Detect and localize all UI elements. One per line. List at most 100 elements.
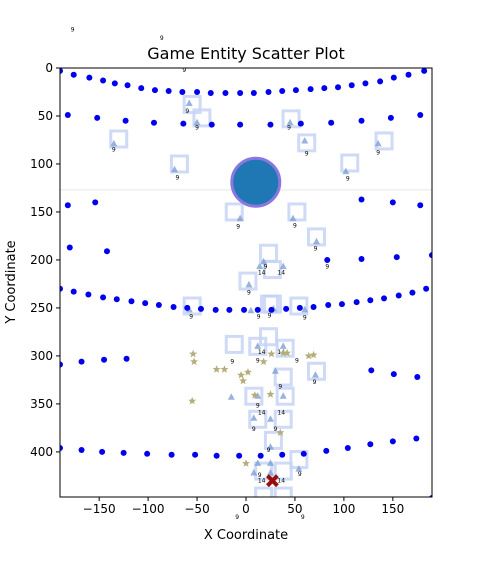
dot-marker (296, 304, 303, 311)
triangle-marker (236, 214, 244, 222)
dot-marker (180, 120, 187, 127)
dot-marker (226, 306, 233, 313)
cell-marker (275, 386, 295, 406)
dot-marker (64, 112, 71, 119)
dot-marker (120, 449, 127, 456)
triangle-marker (279, 392, 287, 399)
y-tick-label: 250 (30, 301, 53, 315)
dot-marker (101, 356, 108, 363)
triangle-marker (271, 367, 279, 374)
cell-marker (109, 129, 129, 149)
dot-marker (417, 112, 424, 119)
cell-label: 9 (293, 222, 297, 229)
cell-marker (275, 338, 295, 358)
star-marker (250, 391, 259, 399)
dot-marker (390, 74, 397, 81)
dot-marker (414, 374, 421, 381)
dot-marker (268, 306, 275, 313)
dot-marker (377, 78, 384, 85)
dot-marker (194, 88, 201, 95)
triangle-marker (227, 393, 235, 400)
x-tick-label: 50 (287, 502, 302, 516)
dot-marker (144, 450, 151, 457)
dot-marker (103, 248, 110, 255)
cell-label: 9 (376, 149, 380, 156)
star-marker (304, 351, 313, 360)
dot-marker (122, 117, 129, 124)
cell-label: 9 (303, 314, 307, 321)
dot-marker (421, 68, 428, 74)
cell-label: 9 (278, 384, 282, 391)
dot-marker (328, 119, 335, 126)
dot-marker (111, 80, 118, 87)
dot-marker (60, 445, 63, 452)
star-marker (190, 357, 199, 366)
dot-marker (389, 438, 396, 445)
cell-label: 9 (257, 313, 261, 320)
cell-marker (259, 243, 279, 263)
x-tick-label: −150 (83, 502, 116, 516)
dot-marker (64, 202, 71, 209)
dot-marker (165, 88, 172, 95)
dot-marker (78, 358, 85, 365)
dot-marker (381, 295, 388, 302)
player-marker (230, 156, 282, 208)
cell-marker (374, 131, 394, 151)
dot-marker (321, 85, 328, 92)
cell-marker (248, 336, 268, 356)
dot-marker (124, 82, 131, 89)
cell-marker (306, 227, 326, 247)
triangle-marker (301, 305, 309, 313)
dot-marker (207, 89, 214, 96)
cell-label: 9 (295, 358, 299, 365)
cell-label: 14 (277, 409, 285, 416)
star-marker (189, 349, 198, 358)
triangle-marker (171, 165, 179, 173)
y-tick-label: 350 (30, 397, 53, 411)
triangle-marker (266, 443, 274, 450)
triangle-marker (295, 465, 303, 472)
triangle-marker (245, 280, 253, 288)
cell-label: 9 (273, 426, 277, 433)
star-marker (309, 350, 318, 359)
dot-marker (237, 89, 244, 96)
star-marker (237, 370, 246, 379)
dot-marker (254, 306, 261, 313)
x-tick-label: 0 (242, 502, 250, 516)
dot-marker (358, 255, 365, 262)
dot-marker (283, 305, 290, 312)
star-marker (220, 365, 229, 373)
dot-marker (99, 448, 106, 455)
cell-marker (262, 260, 282, 280)
cell-label: 9 (325, 264, 329, 271)
triangle-marker (266, 415, 274, 422)
star-marker (242, 459, 250, 467)
dot-marker (389, 199, 396, 206)
dot-marker (60, 285, 63, 292)
dot-marker (390, 371, 397, 378)
cell-marker (254, 461, 274, 481)
cell-label: 9 (314, 245, 318, 252)
cell-label: 9 (230, 359, 234, 366)
plot-area: 9 9 9 9 9 9 9 9 9 9 9 9 9 14 14 9 9 9 9 9 14 14 9 9 9 9 9 9 14 14 9 9 9 9… (60, 68, 432, 497)
star-marker (267, 349, 276, 358)
triangle-marker (256, 262, 264, 270)
cell-marker (289, 296, 309, 316)
triangle-marker (254, 459, 262, 466)
dot-marker (423, 285, 430, 292)
cell-marker (287, 202, 307, 222)
dot-marker (417, 202, 424, 209)
dot-marker (123, 355, 130, 362)
dot-marker (292, 87, 299, 94)
cell-label: 9 (236, 223, 240, 230)
dot-marker (184, 304, 191, 311)
dot-marker (170, 303, 177, 310)
dot-marker (279, 88, 286, 95)
star-marker (244, 368, 252, 376)
cell-label: 9 (287, 124, 291, 131)
dot-marker (395, 292, 402, 299)
dot-marker (344, 445, 351, 452)
cell-label: 14 (277, 269, 285, 276)
cell-label: 9 (313, 379, 317, 386)
